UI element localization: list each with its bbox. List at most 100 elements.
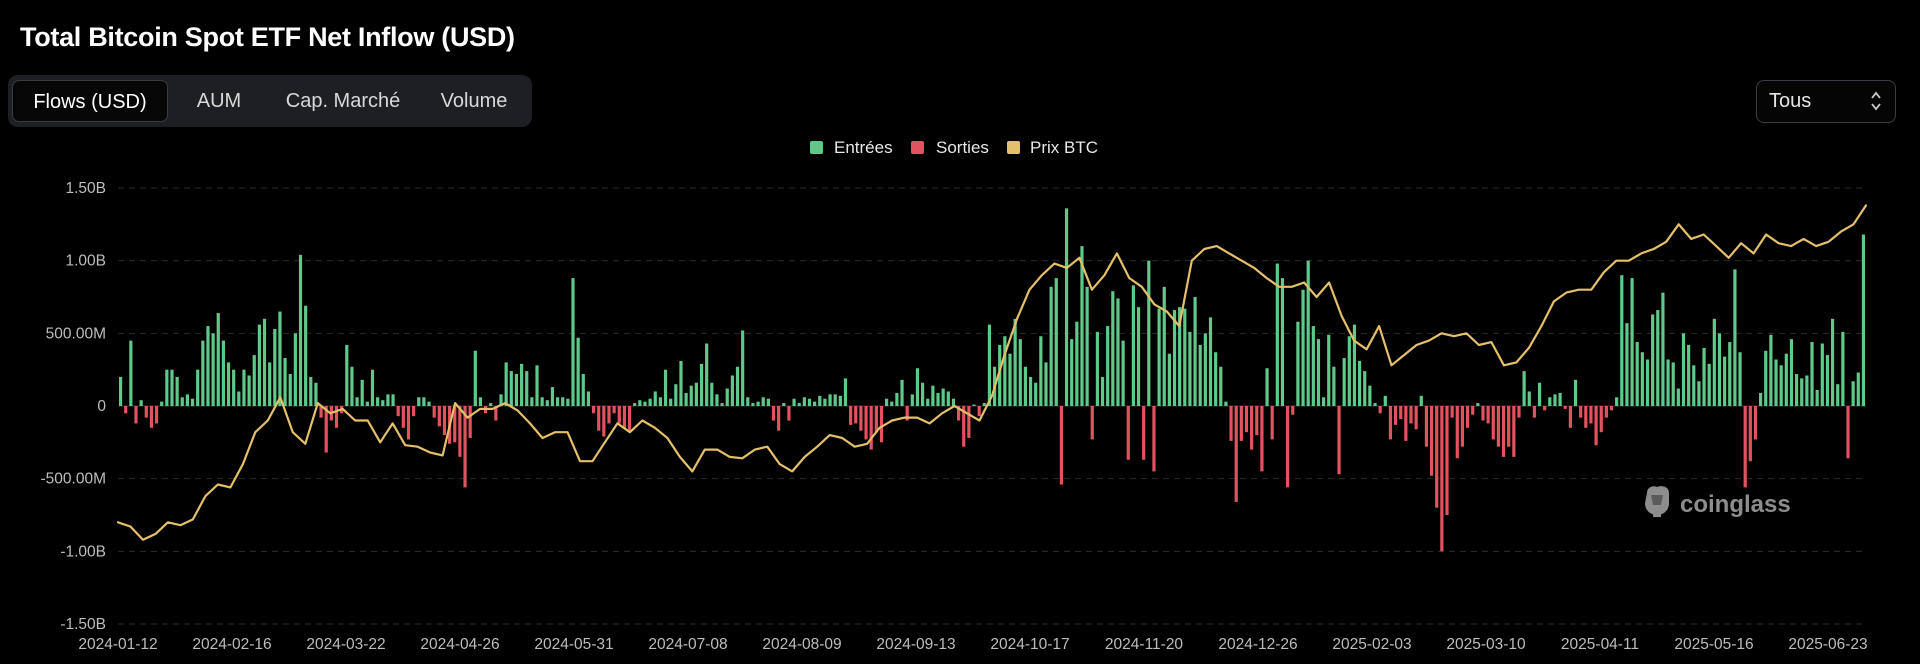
inflow-bar[interactable]: [1121, 340, 1125, 406]
inflow-bar[interactable]: [1830, 318, 1835, 406]
inflow-bar[interactable]: [1851, 381, 1855, 406]
inflow-bar[interactable]: [674, 384, 678, 406]
inflow-bar[interactable]: [1358, 360, 1362, 406]
outflow-bar[interactable]: [144, 406, 148, 418]
outflow-bar[interactable]: [1584, 406, 1588, 428]
outflow-bar[interactable]: [1748, 406, 1752, 462]
outflow-bar[interactable]: [617, 406, 621, 424]
inflow-bar[interactable]: [998, 344, 1002, 406]
inflow-bar[interactable]: [350, 366, 354, 406]
outflow-bar[interactable]: [1599, 406, 1603, 433]
inflow-bar[interactable]: [813, 401, 817, 406]
outflow-bar[interactable]: [622, 406, 626, 428]
inflow-bar[interactable]: [1630, 278, 1634, 406]
inflow-bar[interactable]: [314, 382, 318, 406]
outflow-bar[interactable]: [627, 406, 632, 431]
inflow-bar[interactable]: [555, 397, 560, 406]
inflow-bar[interactable]: [1717, 333, 1722, 406]
inflow-bar[interactable]: [782, 403, 786, 406]
outflow-bar[interactable]: [1517, 406, 1521, 418]
inflow-bar[interactable]: [1157, 308, 1161, 406]
outflow-bar[interactable]: [1270, 406, 1274, 440]
inflow-bar[interactable]: [345, 344, 349, 406]
outflow-bar[interactable]: [1604, 406, 1608, 418]
inflow-bar[interactable]: [1106, 326, 1110, 406]
inflow-bar[interactable]: [1075, 321, 1079, 406]
outflow-bar[interactable]: [1250, 406, 1254, 450]
inflow-bar[interactable]: [1178, 307, 1182, 406]
inflow-bar[interactable]: [1167, 353, 1171, 406]
outflow-bar[interactable]: [319, 406, 323, 418]
inflow-bar[interactable]: [735, 366, 740, 406]
outflow-bar[interactable]: [864, 406, 868, 440]
outflow-bar[interactable]: [1393, 406, 1398, 425]
inflow-bar[interactable]: [1764, 350, 1768, 406]
outflow-bar[interactable]: [1501, 406, 1506, 457]
inflow-bar[interactable]: [1373, 403, 1377, 406]
inflow-bar[interactable]: [1825, 355, 1830, 406]
inflow-bar[interactable]: [1198, 344, 1202, 406]
inflow-bar[interactable]: [1136, 307, 1141, 406]
outflow-bar[interactable]: [967, 406, 971, 438]
inflow-bar[interactable]: [658, 397, 662, 406]
inflow-bar[interactable]: [1687, 344, 1691, 406]
inflow-bar[interactable]: [1661, 292, 1665, 406]
legend-item-outflow[interactable]: Sorties: [911, 138, 989, 157]
inflow-bar[interactable]: [1856, 372, 1860, 406]
inflow-bar[interactable]: [653, 391, 657, 406]
outflow-bar[interactable]: [1126, 406, 1130, 460]
inflow-bar[interactable]: [833, 394, 837, 406]
inflow-bar[interactable]: [720, 403, 724, 406]
inflow-bar[interactable]: [1100, 376, 1105, 406]
inflow-bar[interactable]: [1188, 331, 1192, 406]
inflow-bar[interactable]: [391, 394, 395, 406]
inflow-bar[interactable]: [381, 400, 385, 406]
inflow-bar[interactable]: [211, 333, 215, 406]
tab-volume[interactable]: Volume: [440, 90, 508, 112]
inflow-bar[interactable]: [1018, 339, 1022, 406]
inflow-bar[interactable]: [170, 369, 174, 406]
tab-flows-usd[interactable]: Flows (USD): [12, 80, 168, 122]
inflow-bar[interactable]: [190, 398, 195, 406]
inflow-bar[interactable]: [1301, 289, 1305, 406]
inflow-bar[interactable]: [766, 398, 770, 406]
outflow-bar[interactable]: [1589, 406, 1593, 424]
inflow-bar[interactable]: [663, 369, 668, 406]
inflow-bar[interactable]: [1347, 336, 1351, 406]
inflow-bar[interactable]: [1311, 326, 1315, 406]
inflow-bar[interactable]: [1635, 342, 1639, 406]
outflow-bar[interactable]: [1512, 406, 1516, 457]
outflow-bar[interactable]: [154, 406, 159, 424]
inflow-bar[interactable]: [1645, 359, 1650, 406]
inflow-bar[interactable]: [571, 278, 575, 406]
inflow-bar[interactable]: [1147, 260, 1151, 406]
inflow-bar[interactable]: [175, 376, 179, 406]
inflow-bar[interactable]: [746, 397, 750, 406]
inflow-bar[interactable]: [1265, 368, 1269, 406]
inflow-bar[interactable]: [1322, 397, 1326, 406]
inflow-bar[interactable]: [1070, 339, 1074, 406]
outflow-bar[interactable]: [1260, 406, 1264, 472]
inflow-bar[interactable]: [1573, 379, 1578, 406]
inflow-bar[interactable]: [1728, 342, 1732, 406]
outflow-bar[interactable]: [1388, 406, 1393, 440]
inflow-bar[interactable]: [885, 398, 889, 406]
legend-item-btc-price[interactable]: Prix BTC: [1007, 138, 1098, 157]
outflow-bar[interactable]: [771, 406, 776, 421]
outflow-bar[interactable]: [956, 406, 961, 421]
inflow-bar[interactable]: [643, 401, 647, 406]
inflow-bar[interactable]: [1368, 385, 1372, 406]
outflow-bar[interactable]: [1239, 406, 1243, 441]
inflow-bar[interactable]: [792, 398, 796, 406]
inflow-bar[interactable]: [843, 378, 848, 406]
inflow-bar[interactable]: [478, 397, 483, 406]
outflow-bar[interactable]: [1378, 406, 1382, 414]
inflow-bar[interactable]: [129, 340, 133, 406]
outflow-bar[interactable]: [869, 406, 873, 450]
outflow-bar[interactable]: [1424, 406, 1429, 447]
outflow-bar[interactable]: [1409, 406, 1413, 424]
inflow-bar[interactable]: [1789, 339, 1794, 406]
inflow-bar[interactable]: [268, 362, 272, 406]
inflow-bar[interactable]: [1815, 390, 1819, 406]
outflow-bar[interactable]: [1404, 406, 1408, 441]
